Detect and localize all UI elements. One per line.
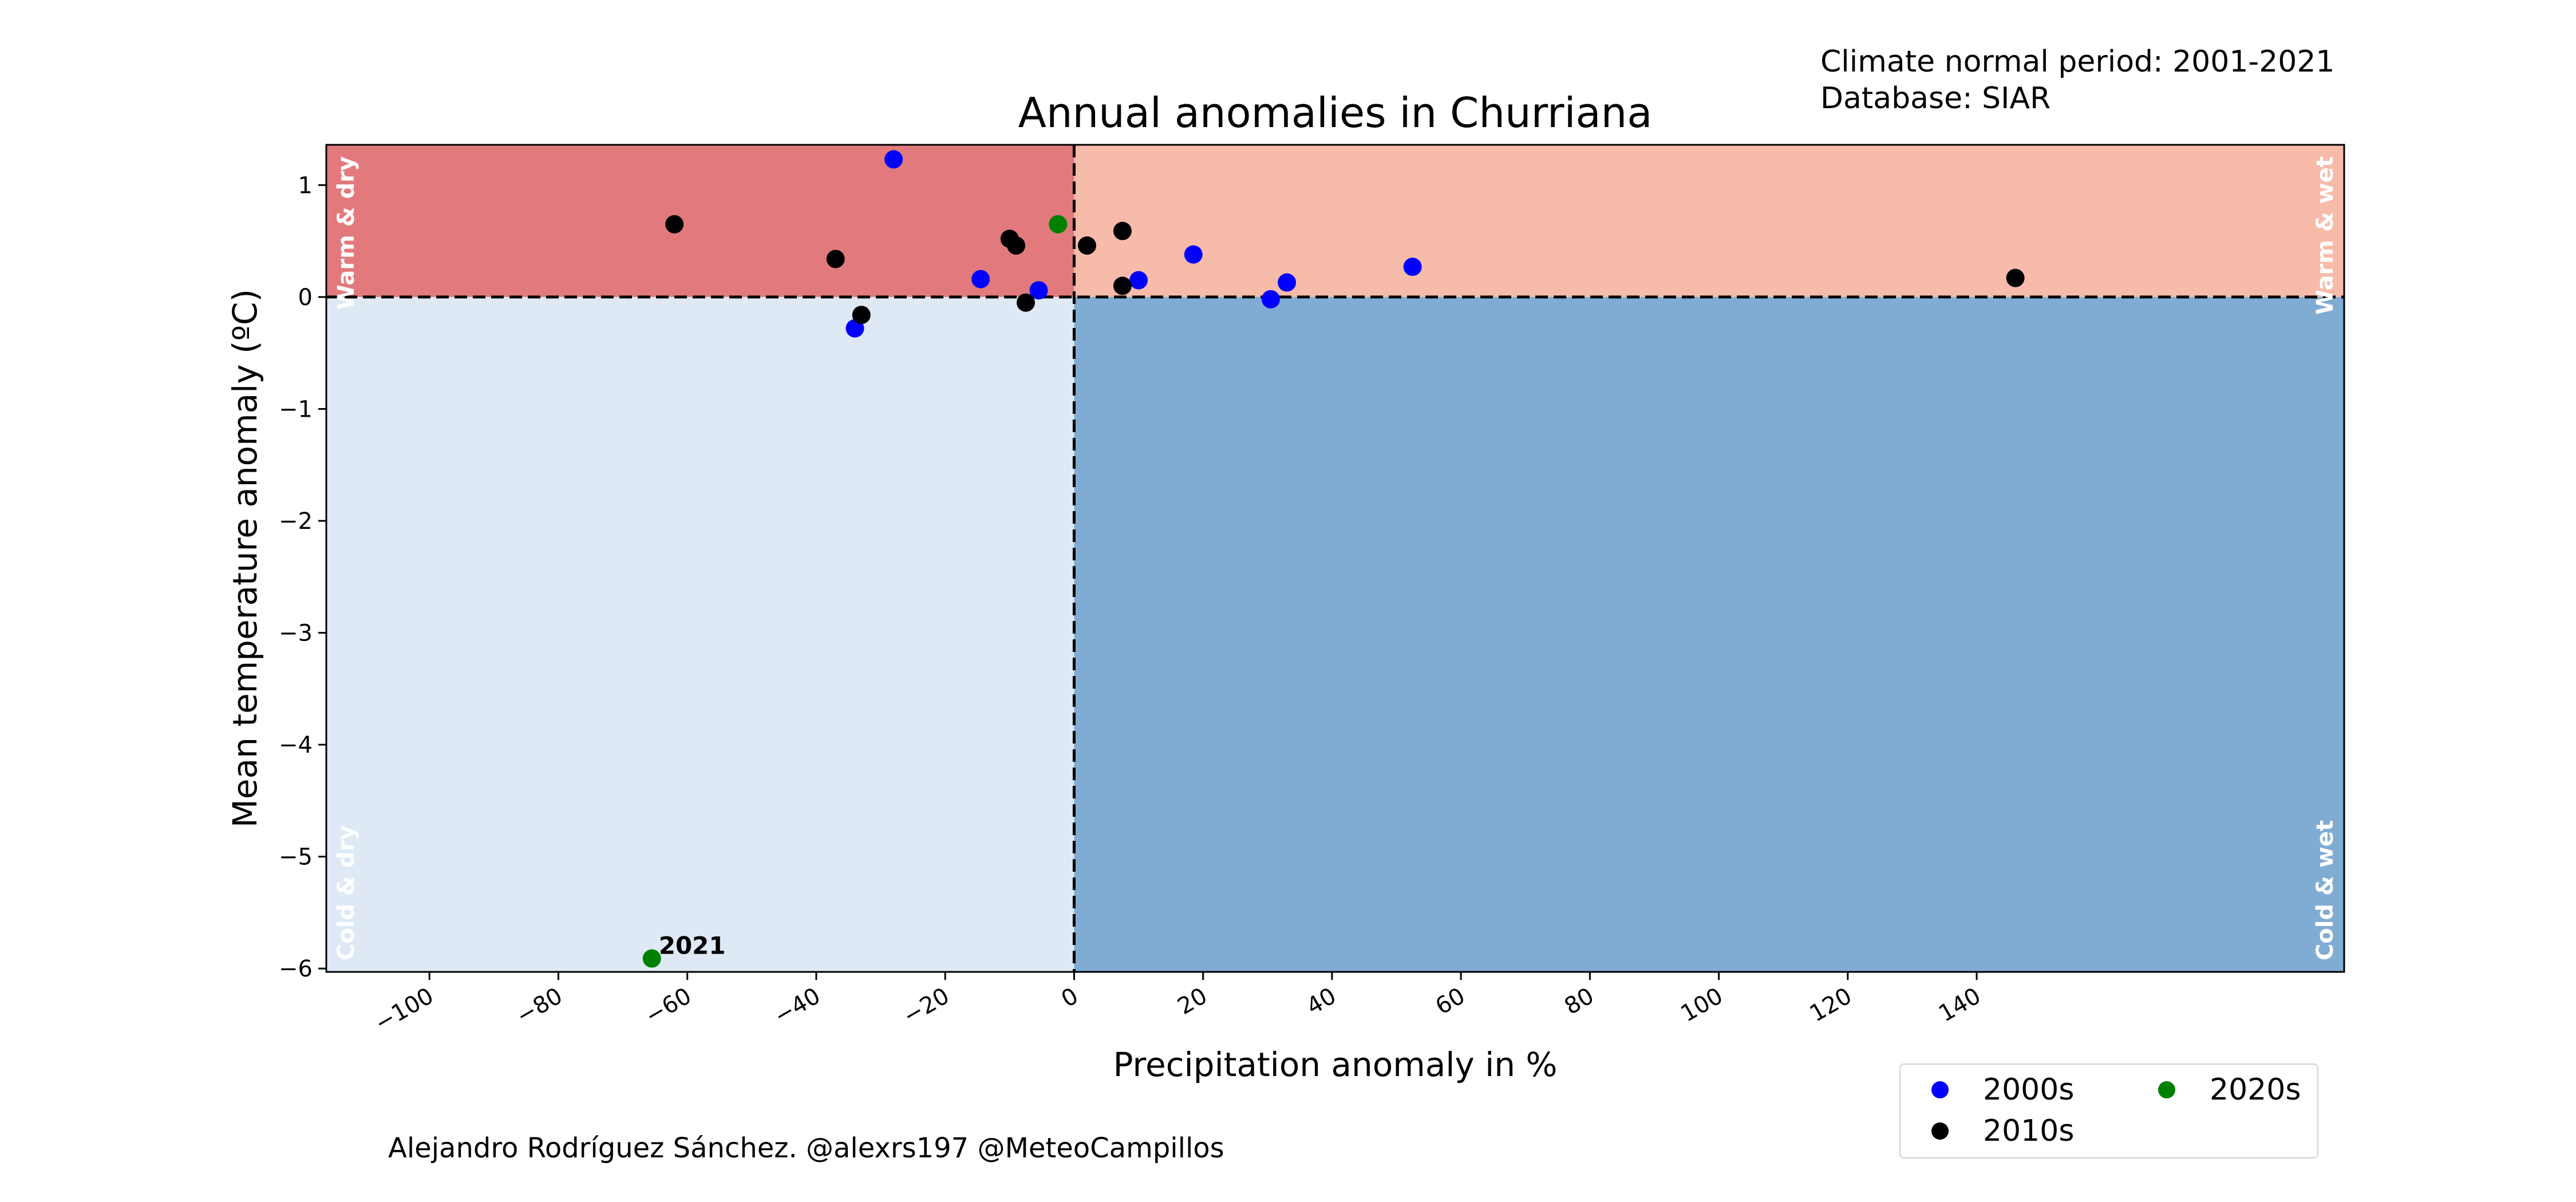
data-point-2010s-4	[1007, 236, 1026, 255]
data-point-2000s-7	[1278, 273, 1297, 292]
quadrant-warm-dry	[326, 145, 1074, 297]
x-tick-label: −40	[770, 983, 825, 1030]
data-point-2000s-5	[1184, 245, 1203, 264]
y-tick-label: 0	[298, 284, 313, 311]
data-point-2010s-7	[1113, 222, 1132, 240]
x-tick-label: 20	[1174, 983, 1212, 1020]
quadrant-label-warm-wet: Warm & wet	[2312, 156, 2338, 315]
data-point-2020s-0	[1049, 215, 1068, 234]
data-point-2000s-0	[884, 150, 903, 169]
quadrant-warm-wet	[1074, 145, 2345, 297]
legend-marker-2010s	[1931, 1122, 1949, 1140]
y-tick-label: −1	[279, 396, 313, 422]
x-tick-label: −20	[899, 983, 954, 1030]
legend-label-2020s: 2020s	[2210, 1073, 2301, 1107]
x-tick-label: 140	[1934, 983, 1985, 1027]
x-tick-label: 120	[1805, 983, 1856, 1027]
legend-item-2000s: 2000s	[1931, 1073, 2074, 1107]
y-tick-label: −3	[279, 620, 313, 647]
y-tick-label: −6	[279, 956, 313, 982]
data-point-2000s-4	[1129, 271, 1148, 290]
x-tick-label: 0	[1057, 983, 1082, 1013]
data-point-2010s-6	[1077, 236, 1096, 255]
x-tick-label: −80	[512, 983, 567, 1030]
data-point-2000s-1	[971, 270, 990, 288]
quadrant-label-cold-wet: Cold & wet	[2312, 820, 2338, 960]
data-point-2020s-1	[642, 949, 661, 968]
x-tick-label: 100	[1676, 983, 1727, 1027]
legend-label-2010s: 2010s	[1983, 1114, 2075, 1148]
x-axis-label: Precipitation anomaly in %	[1113, 1045, 1557, 1084]
legend-label-2000s: 2000s	[1983, 1073, 2075, 1107]
legend: 2000s 2010s 2020s	[1899, 1063, 2318, 1158]
legend-item-2010s: 2010s	[1931, 1114, 2074, 1148]
annotation-2021: 2021	[659, 932, 726, 960]
data-point-2010s-1	[826, 250, 845, 268]
quadrant-label-cold-dry: Cold & dry	[333, 825, 359, 960]
y-tick-label: 1	[298, 172, 313, 199]
y-tick-label: −4	[279, 732, 313, 758]
data-point-2010s-8	[1113, 276, 1132, 295]
legend-marker-2000s	[1931, 1081, 1949, 1098]
data-point-2010s-0	[665, 215, 684, 234]
database-note: Database: SIAR	[1820, 81, 2051, 116]
x-tick-label: 60	[1431, 983, 1469, 1020]
y-axis-label: Mean temperature anomaly (ºC)	[226, 289, 264, 828]
data-point-2010s-9	[2006, 268, 2025, 287]
legend-marker-2020s	[2158, 1081, 2175, 1098]
x-tick-label: −100	[370, 983, 438, 1037]
y-tick-label: −5	[279, 844, 313, 871]
data-point-2000s-8	[1403, 258, 1422, 276]
data-point-2010s-5	[1016, 293, 1035, 312]
chart-title: Annual anomalies in Churriana	[1018, 89, 1653, 137]
data-point-2000s-2	[1029, 281, 1048, 300]
x-tick-label: 80	[1560, 983, 1598, 1020]
quadrant-cold-dry	[326, 296, 1074, 972]
quadrant-label-warm-dry: Warm & dry	[333, 156, 359, 310]
climate-normal-note: Climate normal period: 2001-2021	[1820, 45, 2335, 79]
quadrant-cold-wet	[1074, 296, 2345, 972]
x-tick-label: 40	[1302, 983, 1341, 1020]
legend-item-2020s: 2020s	[2158, 1073, 2301, 1107]
y-tick-label: −2	[279, 508, 313, 535]
x-tick-label: −60	[641, 983, 696, 1030]
data-point-2010s-2	[852, 306, 871, 325]
data-point-2000s-6	[1261, 290, 1280, 309]
axes-frame	[325, 144, 2345, 973]
author-credit: Alejandro Rodríguez Sánchez. @alexrs197 …	[388, 1132, 1224, 1164]
